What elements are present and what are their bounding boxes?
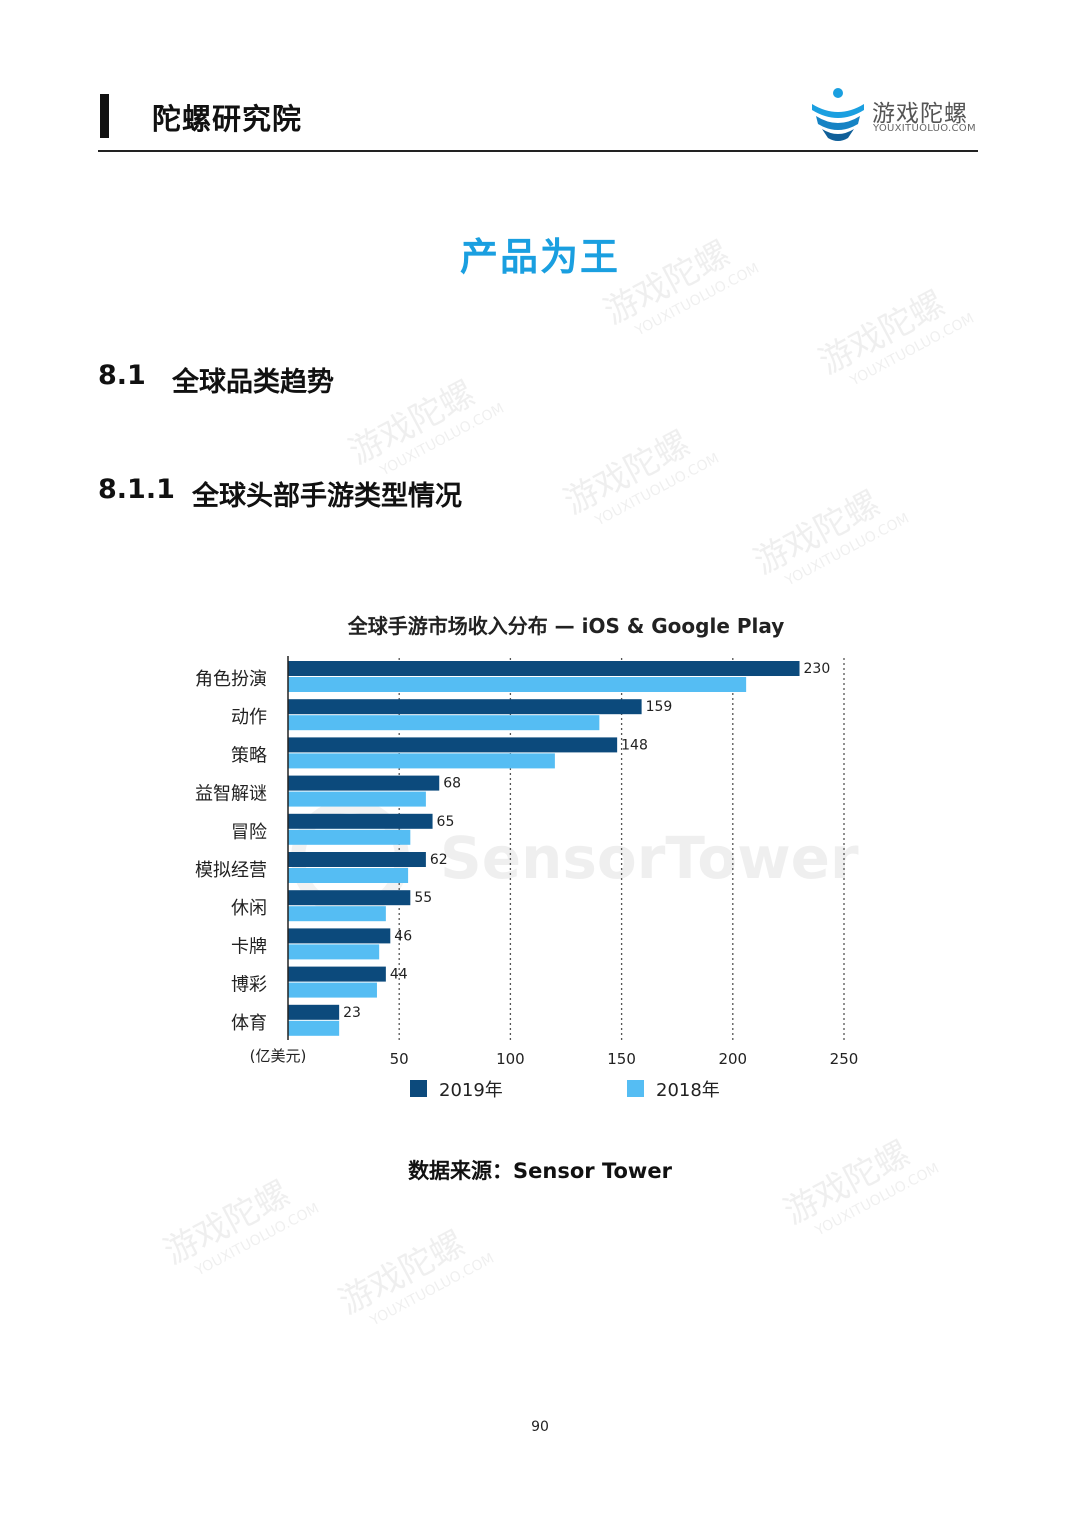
bar-series-2 xyxy=(288,982,377,998)
x-tick-label: 250 xyxy=(830,1050,859,1068)
page-number: 90 xyxy=(531,1419,549,1435)
bar-series-1 xyxy=(288,890,411,906)
chart-watermark: SensorTower xyxy=(440,824,859,892)
section-title: 全球品类趋势 xyxy=(172,367,334,398)
data-label: 62 xyxy=(430,852,448,868)
bar-series-2 xyxy=(288,753,555,769)
x-axis-unit-label: (亿美元) xyxy=(250,1047,307,1065)
legend-label: 2019年 xyxy=(439,1080,503,1101)
bar-series-2 xyxy=(288,715,600,731)
bar-series-1 xyxy=(288,661,800,676)
bar-series-1 xyxy=(288,737,618,753)
category-label: 冒险 xyxy=(231,822,267,843)
spinning-top-icon xyxy=(812,88,864,141)
bar-series-1 xyxy=(288,699,642,715)
data-label: 65 xyxy=(437,814,455,830)
chapter-title: 产品为王 xyxy=(459,235,620,279)
data-label: 23 xyxy=(343,1005,361,1021)
brand-logo: 游戏陀螺 YOUXITUOLUO.COM xyxy=(810,86,980,146)
legend-swatch xyxy=(627,1080,644,1097)
bar-series-1 xyxy=(288,966,386,982)
bar-series-1 xyxy=(288,852,426,867)
chart-title: 全球手游市场收入分布 — iOS & Google Play xyxy=(347,614,785,638)
bar-series-1 xyxy=(288,928,391,944)
x-tick-label: 50 xyxy=(390,1050,409,1068)
subsection-number: 8.1.1 xyxy=(98,474,175,505)
bar-series-2 xyxy=(288,829,411,845)
header-title: 陀螺研究院 xyxy=(152,102,303,136)
data-source: 数据来源：Sensor Tower xyxy=(408,1159,672,1183)
category-label: 策略 xyxy=(231,745,267,766)
category-label: 模拟经营 xyxy=(195,860,267,881)
category-label: 体育 xyxy=(231,1013,267,1034)
category-label: 卡牌 xyxy=(231,936,267,957)
bar-series-2 xyxy=(288,1020,340,1036)
bar-series-2 xyxy=(288,677,747,692)
category-label: 博彩 xyxy=(231,975,267,996)
data-label: 159 xyxy=(646,699,673,715)
subsection-title: 全球头部手游类型情况 xyxy=(192,481,462,512)
bar-series-2 xyxy=(288,791,426,807)
category-label: 动作 xyxy=(231,707,267,728)
header-divider xyxy=(98,150,978,152)
bar-series-2 xyxy=(288,906,386,922)
data-label: 55 xyxy=(414,890,432,906)
data-label: 44 xyxy=(390,967,408,983)
x-tick-label: 100 xyxy=(496,1050,525,1068)
legend-swatch xyxy=(410,1080,427,1097)
section-number: 8.1 xyxy=(98,360,146,391)
category-label: 角色扮演 xyxy=(195,669,267,690)
category-label: 益智解谜 xyxy=(195,784,267,805)
bar-series-2 xyxy=(288,868,409,883)
data-label: 148 xyxy=(621,737,648,753)
data-label: 230 xyxy=(804,661,831,677)
legend-label: 2018年 xyxy=(656,1080,720,1101)
x-tick-label: 150 xyxy=(607,1050,636,1068)
category-label: 休闲 xyxy=(231,898,267,919)
bar-series-2 xyxy=(288,944,380,960)
bar-series-1 xyxy=(288,813,433,829)
data-label: 68 xyxy=(443,776,461,792)
header-accent-bar xyxy=(100,94,109,138)
data-label: 46 xyxy=(394,928,412,944)
bar-series-1 xyxy=(288,1004,340,1020)
logo-text-en: YOUXITUOLUO.COM xyxy=(873,123,976,134)
bar-series-1 xyxy=(288,775,440,791)
x-tick-label: 200 xyxy=(718,1050,747,1068)
logo-text-cn: 游戏陀螺 xyxy=(872,101,968,127)
